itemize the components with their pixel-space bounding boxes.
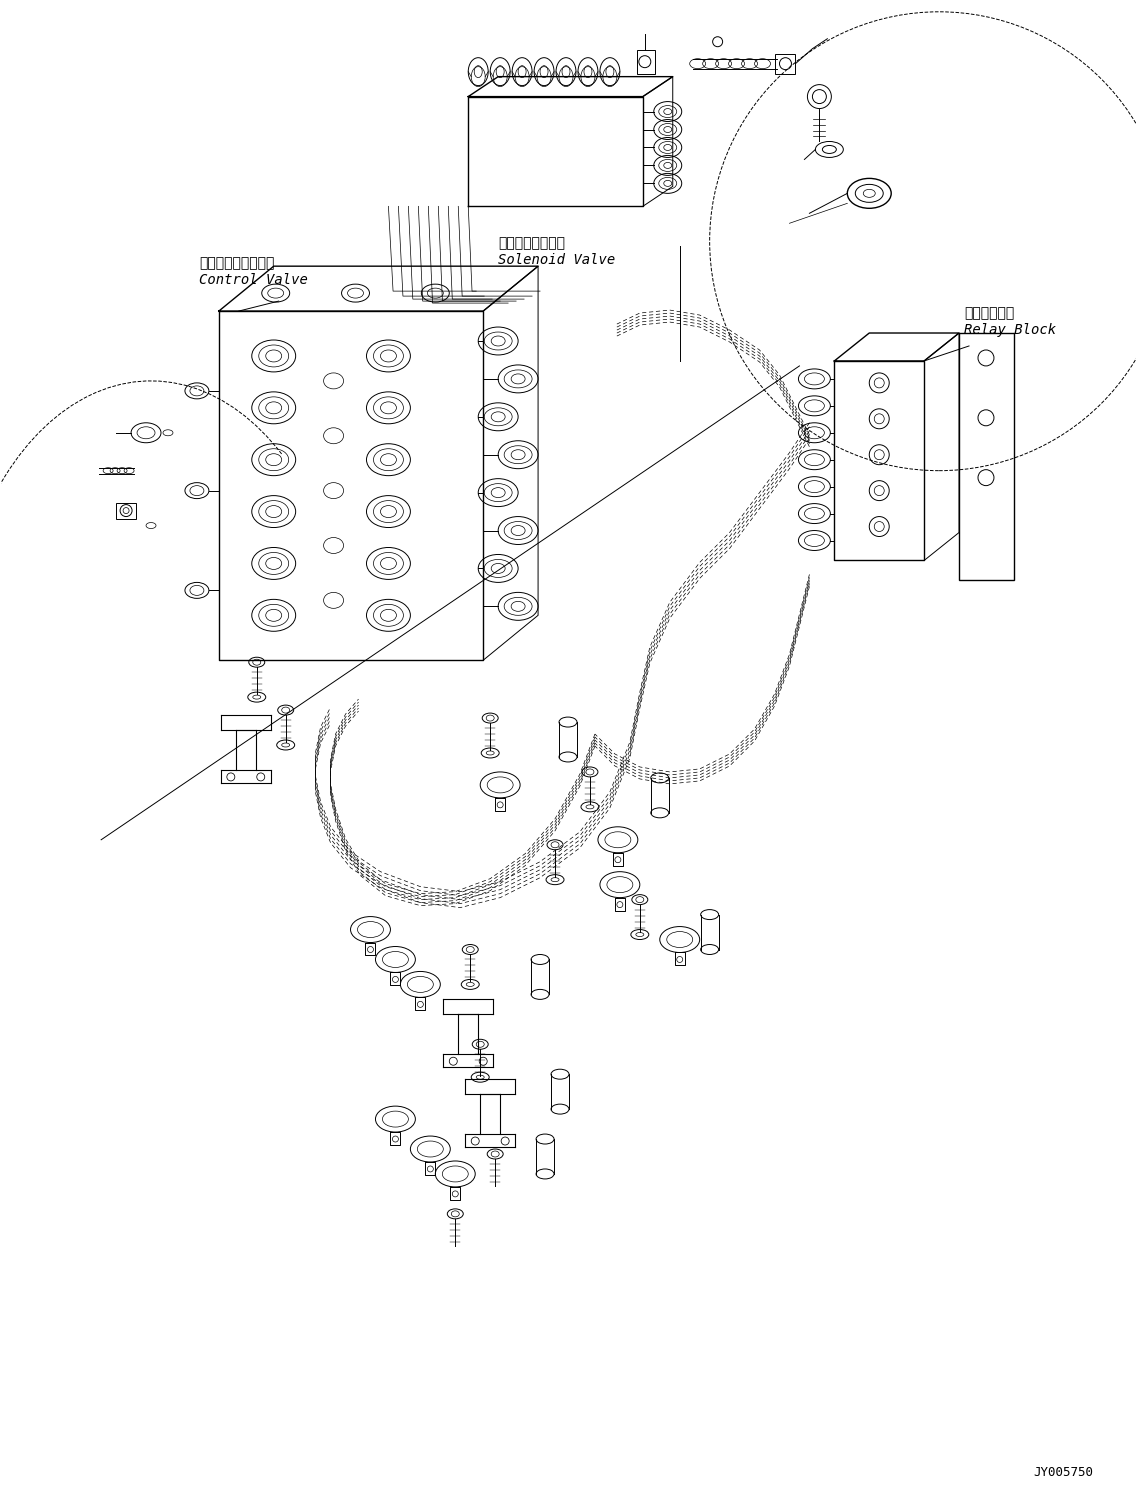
Text: Control Valve: Control Valve (199, 273, 308, 288)
Text: JY005750: JY005750 (1034, 1466, 1094, 1479)
Text: Relay Block: Relay Block (964, 324, 1056, 337)
Text: ソレノイドバルブ: ソレノイドバルブ (498, 236, 565, 250)
Text: 中継ブロック: 中継ブロック (964, 306, 1014, 321)
Bar (116, 502, 136, 519)
Bar (958, 332, 1014, 580)
Text: Solenoid Valve: Solenoid Valve (498, 253, 615, 267)
Ellipse shape (847, 179, 891, 209)
Bar (775, 54, 796, 73)
Text: コントロールバルブ: コントロールバルブ (199, 256, 274, 270)
Bar (637, 49, 655, 73)
